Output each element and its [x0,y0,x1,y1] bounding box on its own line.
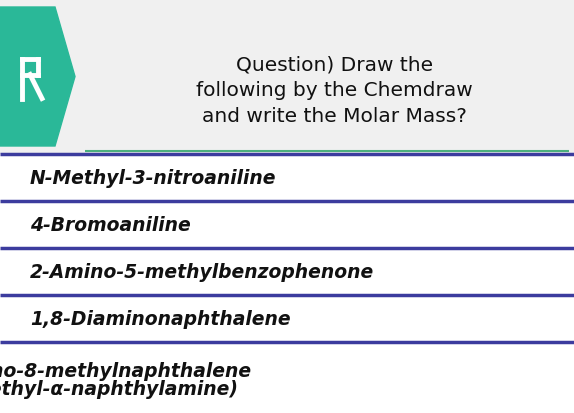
FancyBboxPatch shape [0,202,574,248]
Text: Question) Draw the: Question) Draw the [236,55,433,74]
Polygon shape [0,8,75,147]
Text: (8-methyl-α-naphthylamine): (8-methyl-α-naphthylamine) [0,379,239,398]
FancyBboxPatch shape [0,0,574,154]
Text: following by the Chemdraw: following by the Chemdraw [196,81,473,100]
Text: 2-Amino-5-methylbenzophenone: 2-Amino-5-methylbenzophenone [30,262,374,281]
Text: 4-Bromoaniline: 4-Bromoaniline [30,216,191,235]
FancyBboxPatch shape [0,295,574,342]
FancyBboxPatch shape [0,154,574,202]
Text: 1,8-Diaminonaphthalene: 1,8-Diaminonaphthalene [30,309,290,328]
Text: 1-Amino-8-methylnaphthalene: 1-Amino-8-methylnaphthalene [0,361,251,380]
Text: and write the Molar Mass?: and write the Molar Mass? [202,107,467,126]
FancyBboxPatch shape [0,248,574,295]
FancyBboxPatch shape [0,342,574,413]
Text: N-Methyl-3-nitroaniline: N-Methyl-3-nitroaniline [30,169,277,188]
